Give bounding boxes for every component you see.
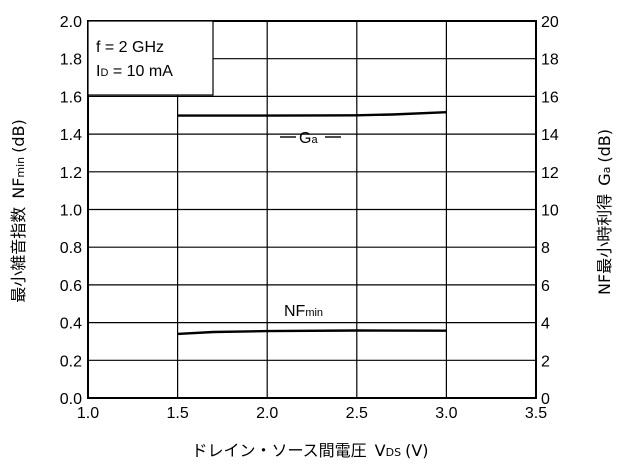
y-right-tick-label: 20 (541, 14, 559, 31)
y-left-tick-label: 1.0 (60, 203, 82, 220)
y-right-tick-label: 10 (541, 203, 559, 220)
y-right-tick-label: 0 (541, 391, 550, 408)
y-left-tick-label: 0.4 (60, 316, 82, 333)
y-right-tick-label: 6 (541, 278, 550, 295)
series-label-nfmin: NFmin (284, 303, 323, 320)
y-left-axis-label: 最小雑音指数NFmin(dB) (9, 119, 28, 303)
y-left-tick-label: 0.8 (60, 240, 82, 257)
y-left-tick-label: 1.4 (60, 127, 82, 144)
y-right-tick-labels: 0 2 4 6 8 10 12 14 16 18 20 (541, 14, 559, 408)
x-tick-label: 3.0 (435, 405, 457, 422)
y-left-tick-label: 2.0 (60, 14, 82, 31)
series-line-ga (177, 111, 447, 117)
y-right-tick-label: 14 (541, 127, 559, 144)
x-tick-label: 1.5 (166, 405, 188, 422)
plot-frame (87, 20, 537, 399)
y-left-tick-labels: 0.0 0.2 0.4 0.6 0.8 1.0 1.2 1.4 1.6 1.8 2.0 (60, 14, 82, 408)
x-tick-label: 3.5 (525, 405, 547, 422)
y-right-tick-label: 2 (541, 353, 550, 370)
condition-drain-current: ID = 10 mA (96, 63, 173, 80)
x-tick-label: 1.0 (77, 405, 99, 422)
y-right-tick-label: 4 (541, 316, 550, 333)
y-right-tick-label: 16 (541, 89, 559, 106)
y-left-tick-label: 0.6 (60, 278, 82, 295)
y-left-tick-label: 1.6 (60, 89, 82, 106)
x-tick-label: 2.0 (256, 405, 278, 422)
y-right-tick-label: 18 (541, 52, 559, 69)
y-left-tick-label: 0.0 (60, 391, 82, 408)
y-right-tick-label: 8 (541, 240, 550, 257)
series-label-ga: Ga (299, 130, 318, 147)
y-left-tick-label: 1.2 (60, 165, 82, 182)
y-left-tick-label: 0.2 (60, 353, 82, 370)
x-tick-label: 2.5 (346, 405, 368, 422)
series-line-nfmin (177, 329, 447, 336)
y-right-axis-label: NF最小時利得Ga(dB) (595, 129, 614, 295)
y-right-tick-label: 12 (541, 165, 559, 182)
x-axis-label: ドレイン・ソース間電圧 VDS (V) (191, 441, 428, 460)
y-left-tick-label: 1.8 (60, 52, 82, 69)
x-tick-labels: 1.0 1.5 2.0 2.5 3.0 3.5 (77, 405, 547, 422)
series (177, 111, 447, 336)
conditions-box: f = 2 GHz ID = 10 mA (87, 20, 214, 96)
condition-frequency: f = 2 GHz (96, 39, 164, 56)
